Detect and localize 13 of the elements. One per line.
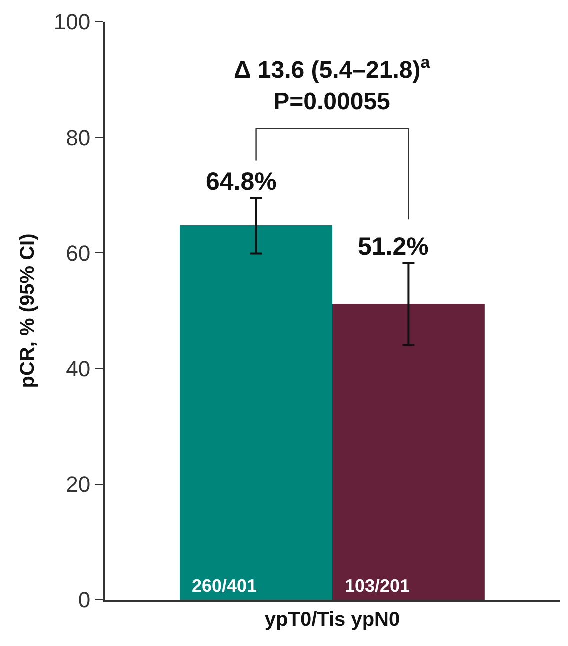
text: Δ 13.6 (5.4–21.8)$^{a}$ P=0.00055 [234, 53, 430, 116]
y-tick-label: 80 [66, 125, 91, 150]
data-label: 64.8% [206, 168, 277, 196]
y-tick-label: 0 [78, 588, 91, 613]
y-tick-label: 20 [66, 472, 91, 498]
annotation: 260/401 [192, 576, 258, 596]
y-tick-label: 40 [66, 356, 91, 382]
x-tick-label: ypT0/Tis ypN0 [264, 609, 400, 631]
y-tick-label: 60 [66, 240, 91, 266]
y-axis-title: pCR, % (95% CI) [16, 234, 39, 388]
annotation: 103/201 [345, 576, 410, 596]
y-tick-label: 100 [54, 10, 91, 35]
data-label: 51.2% [358, 233, 429, 261]
